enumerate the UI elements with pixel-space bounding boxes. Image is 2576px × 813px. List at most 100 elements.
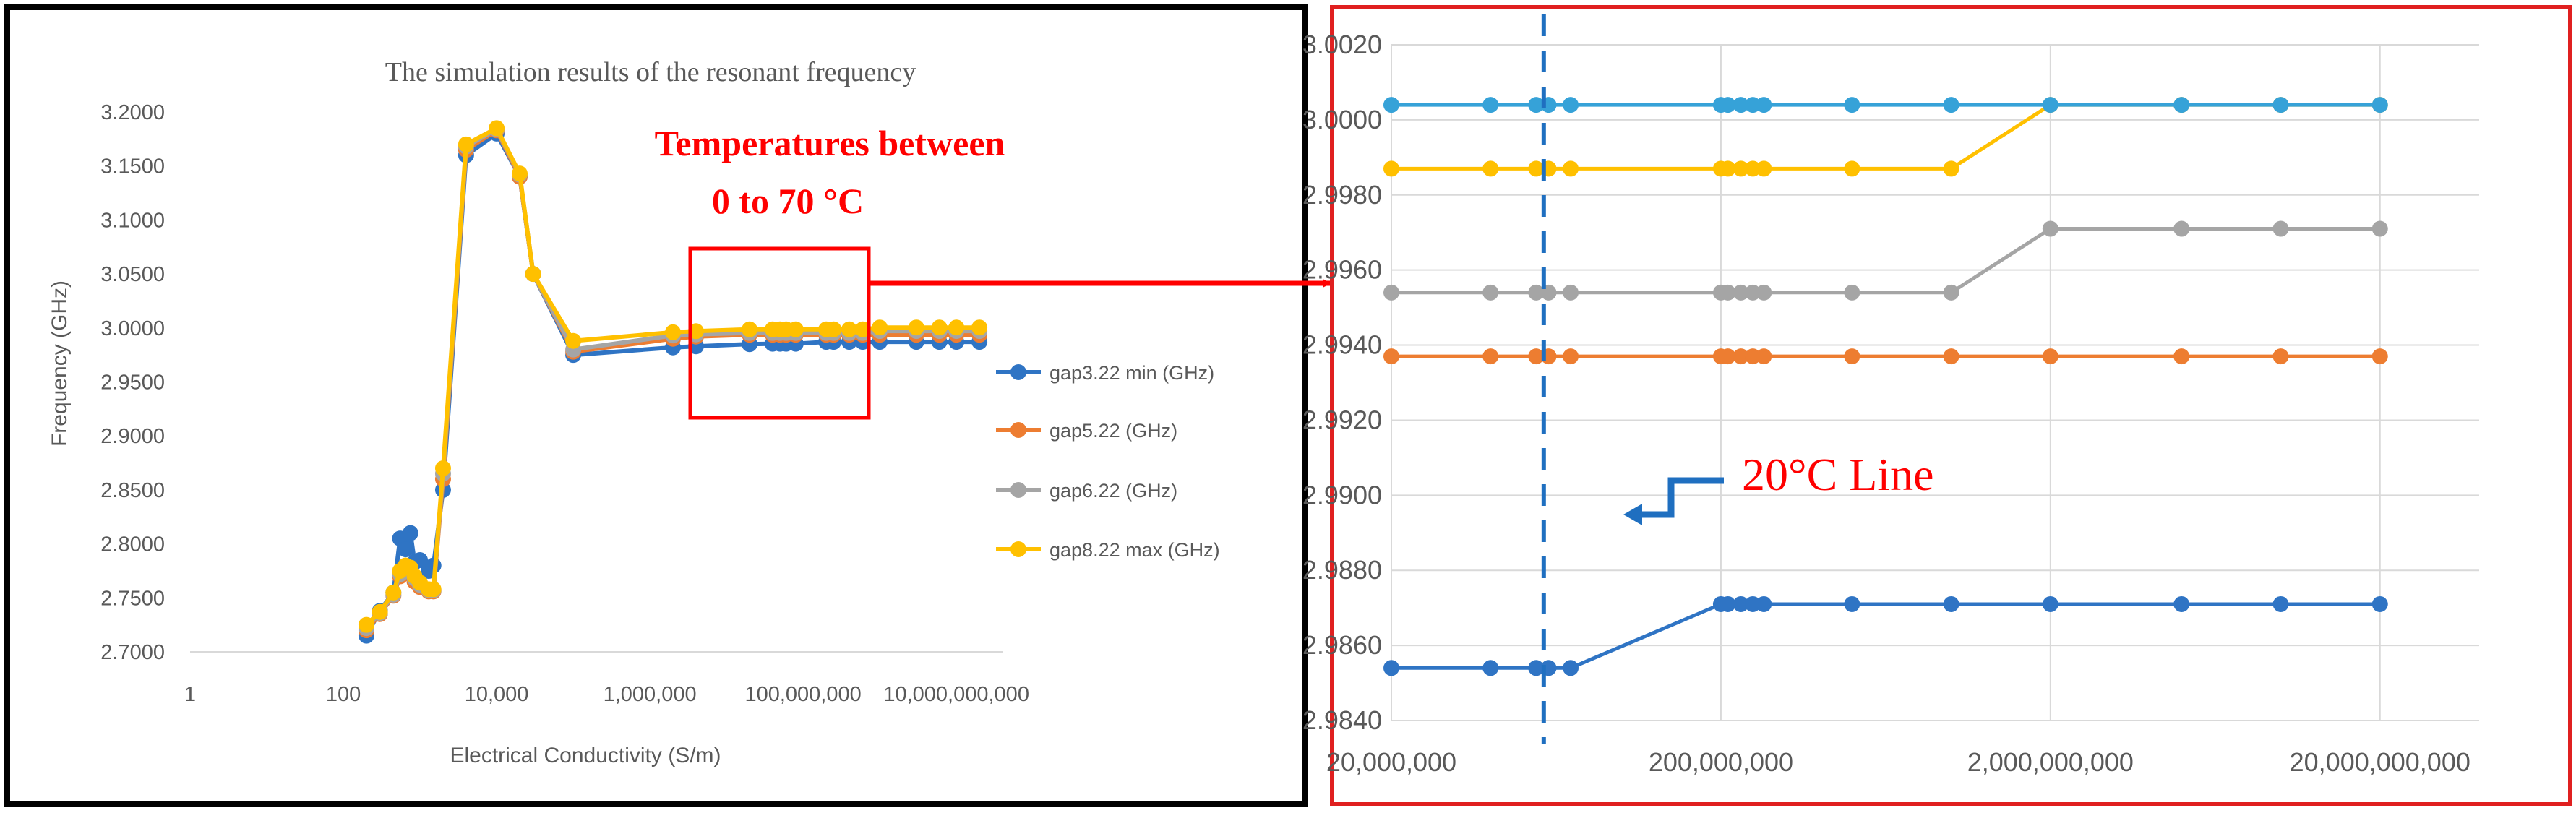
left-chart-panel: The simulation results of the resonant f…: [4, 4, 1308, 807]
right-point-2: [1733, 284, 1749, 301]
right-point-1: [2371, 348, 2388, 365]
left-y-tick-2-8500: 2.8500: [100, 479, 165, 502]
right-point-4: [1733, 97, 1749, 113]
left-point-gap8-22-max-ghz: [425, 581, 442, 598]
right-point-3: [1563, 160, 1579, 177]
right-point-0: [1745, 595, 1761, 612]
left-x-tick-100-000-000: 100,000,000: [744, 683, 861, 706]
right-point-3: [1745, 160, 1761, 177]
right-point-0: [2272, 595, 2289, 612]
right-point-1: [1720, 348, 1736, 365]
right-point-4: [2272, 97, 2289, 113]
left-y-tick-2-7000: 2.7000: [100, 641, 165, 664]
left-y-tick-2-8000: 2.8000: [100, 533, 165, 556]
left-y-tick-2-7500: 2.7500: [100, 587, 165, 610]
right-point-4: [1844, 97, 1860, 113]
left-y-tick-3-1500: 3.1500: [100, 155, 165, 178]
right-point-4: [2042, 97, 2058, 113]
right-point-2: [1844, 284, 1860, 301]
right-point-0: [1528, 660, 1545, 676]
right-y-tick-2-9980: 2.9980: [1302, 180, 1382, 210]
right-point-2: [1720, 284, 1736, 301]
right-y-tick-2-9900: 2.9900: [1302, 480, 1382, 509]
left-point-gap8-22-max-ghz: [931, 319, 948, 336]
right-series-2: [1383, 220, 2388, 301]
right-point-1: [1756, 348, 1772, 365]
left-point-gap8-22-max-ghz: [742, 321, 758, 337]
left-legend-marker-gap6-22-ghz: [1010, 482, 1026, 498]
right-point-1: [2272, 348, 2289, 365]
left-point-gap8-22-max-ghz: [565, 332, 582, 349]
right-y-tick-3-0020: 3.0020: [1302, 30, 1382, 59]
left-point-gap8-22-max-ghz: [841, 321, 857, 337]
right-y-tick-3-0000: 3.0000: [1302, 105, 1382, 134]
right-point-0: [1943, 595, 1959, 612]
left-legend-marker-gap3-22-min-ghz: [1010, 364, 1026, 380]
left-point-gap8-22-max-ghz: [458, 136, 474, 152]
annotation-line-2: 0 to 70 °C: [712, 181, 864, 221]
right-x-tick-200-000-000: 200,000,000: [1649, 747, 1793, 777]
right-point-4: [1756, 97, 1772, 113]
right-point-2: [1482, 284, 1499, 301]
right-point-4: [1943, 97, 1959, 113]
left-point-gap8-22-max-ghz: [872, 319, 888, 336]
right-y-tick-2-9880: 2.9880: [1302, 555, 1382, 585]
left-y-tick-3-2000: 3.2000: [100, 101, 165, 124]
right-point-3: [1943, 160, 1959, 177]
right-point-0: [2173, 595, 2190, 612]
left-point-gap8-22-max-ghz: [372, 603, 388, 620]
right-point-1: [1745, 348, 1761, 365]
left-legend-marker-gap8-22-max-ghz: [1010, 541, 1026, 557]
left-x-tick-10-000-000-000: 10,000,000,000: [883, 683, 1029, 706]
right-point-2: [1563, 284, 1579, 301]
right-point-1: [1844, 348, 1860, 365]
left-y-tick-2-9000: 2.9000: [100, 425, 165, 448]
right-point-3: [1482, 160, 1499, 177]
right-point-4: [2173, 97, 2190, 113]
left-x-tick-1-000-000: 1,000,000: [604, 683, 697, 706]
left-point-gap8-22-max-ghz: [971, 319, 988, 336]
right-point-2: [2371, 220, 2388, 237]
left-point-gap3-22-min-ghz: [402, 525, 418, 541]
reference-line-label: 20°C Line: [1742, 449, 1934, 500]
right-point-0: [1720, 595, 1736, 612]
right-point-2: [2173, 220, 2190, 237]
left-x-tick-labels: 1 100 10,000 1,000,000 100,000,000 10,000,000…: [184, 683, 1029, 706]
left-point-gap8-22-max-ghz: [854, 321, 871, 337]
left-point-gap8-22-max-ghz: [948, 319, 965, 336]
right-point-0: [1733, 595, 1749, 612]
annotation-line-1: Temperatures between: [655, 123, 1005, 163]
right-point-0: [2042, 595, 2058, 612]
right-chart-panel: 2.9840 2.9860 2.9880 2.9900 2.9920 2.9940 2.99…: [1302, 5, 2572, 806]
left-x-tick-100: 100: [326, 683, 361, 706]
right-point-4: [1383, 97, 1399, 113]
right-point-3: [1383, 160, 1399, 177]
right-y-tick-2-9920: 2.9920: [1302, 405, 1382, 434]
left-x-tick-10-000: 10,000: [465, 683, 529, 706]
left-point-gap8-22-max-ghz: [787, 321, 804, 337]
right-point-3: [1756, 160, 1772, 177]
right-point-3: [1528, 160, 1545, 177]
right-point-3: [1844, 160, 1860, 177]
left-x-tick-1: 1: [184, 683, 196, 706]
left-point-gap3-22-min-ghz: [398, 541, 414, 558]
right-point-2: [2042, 220, 2058, 237]
right-point-4: [1528, 97, 1545, 113]
right-point-4: [2371, 97, 2388, 113]
right-point-0: [2371, 595, 2388, 612]
right-x-tick-labels: 20,000,000 200,000,000 2,000,000,000 20,000…: [1326, 747, 2470, 777]
left-point-gap8-22-max-ghz: [525, 266, 541, 283]
left-point-gap8-22-max-ghz: [385, 584, 402, 601]
left-point-gap8-22-max-ghz: [434, 460, 451, 477]
left-legend: gap3.22 min (GHz) gap5.22 (GHz) gap6.22 (G…: [996, 362, 1220, 561]
reference-pointer-arrow: [1635, 477, 1724, 518]
right-y-tick-2-9940: 2.9940: [1302, 330, 1382, 360]
left-legend-label-gap6-22-ghz: gap6.22 (GHz): [1049, 480, 1177, 502]
right-point-2: [2272, 220, 2289, 237]
right-point-0: [1563, 660, 1579, 676]
reference-pointer-arrowhead: [1623, 504, 1642, 525]
left-point-gap8-22-max-ghz: [489, 120, 505, 137]
right-point-0: [1756, 595, 1772, 612]
right-x-tick-2-000-000-000: 2,000,000,000: [1967, 747, 2134, 777]
